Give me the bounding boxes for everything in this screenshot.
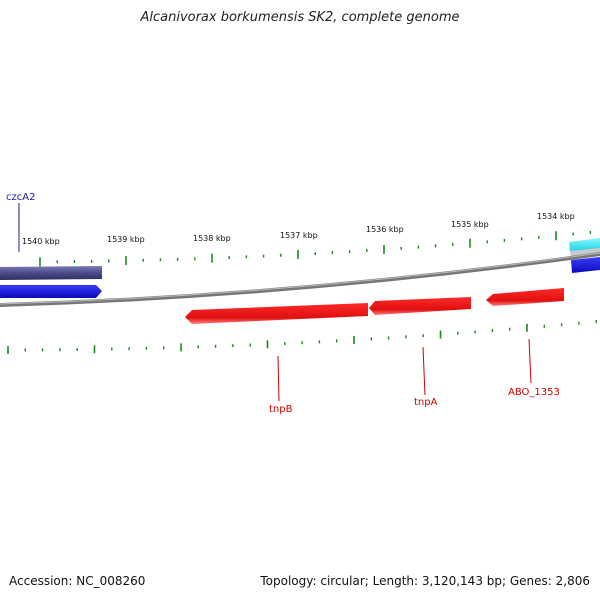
forward-scale: 1540 kbp 1539 kbp 1538 kbp 1537 kbp 1536… xyxy=(22,212,592,267)
genome-backbone xyxy=(0,252,600,307)
gene-label-tnpA[interactable]: tnpA xyxy=(414,397,438,408)
scale-label-1536: 1536 kbp xyxy=(366,225,404,234)
reverse-genes xyxy=(185,288,564,324)
scale-label-1534: 1534 kbp xyxy=(537,212,575,221)
scale-label-1539: 1539 kbp xyxy=(107,235,145,244)
genome-backbone-highlight xyxy=(0,252,600,305)
gene-label-czcA2[interactable]: czcA2 xyxy=(6,192,35,203)
tnpB-leader xyxy=(277,355,280,402)
gene-label-tnpB[interactable]: tnpB xyxy=(269,404,293,415)
gene-labels: czcA2 tnpB tnpA ABO_1353 xyxy=(6,192,560,415)
gene-label-ABO_1353[interactable]: ABO_1353 xyxy=(508,387,560,398)
gene-ABO_1353[interactable] xyxy=(486,288,564,306)
gene-tnpB[interactable] xyxy=(185,303,368,324)
scale-label-1535: 1535 kbp xyxy=(451,220,489,229)
forward-ticks xyxy=(39,230,592,267)
ABO_1353-leader xyxy=(528,338,532,384)
gene-forward-blue[interactable] xyxy=(0,285,102,298)
scale-label-1538: 1538 kbp xyxy=(193,234,231,243)
accession-text: Accession: NC_008260 xyxy=(9,574,146,588)
gene-cyan[interactable] xyxy=(569,238,600,252)
tnpA-leader xyxy=(422,346,426,396)
genome-summary-text: Topology: circular; Length: 3,120,143 bp… xyxy=(260,574,590,588)
gene-forward-blue-2[interactable] xyxy=(571,257,600,273)
map-title: Alcanivorax borkumensis SK2, complete ge… xyxy=(140,10,460,25)
scale-label-1537: 1537 kbp xyxy=(280,231,318,240)
gene-tnpA[interactable] xyxy=(369,297,471,315)
gene-czcA2[interactable] xyxy=(0,266,102,280)
scale-label-1540: 1540 kbp xyxy=(22,237,60,246)
reverse-ticks xyxy=(7,320,597,354)
